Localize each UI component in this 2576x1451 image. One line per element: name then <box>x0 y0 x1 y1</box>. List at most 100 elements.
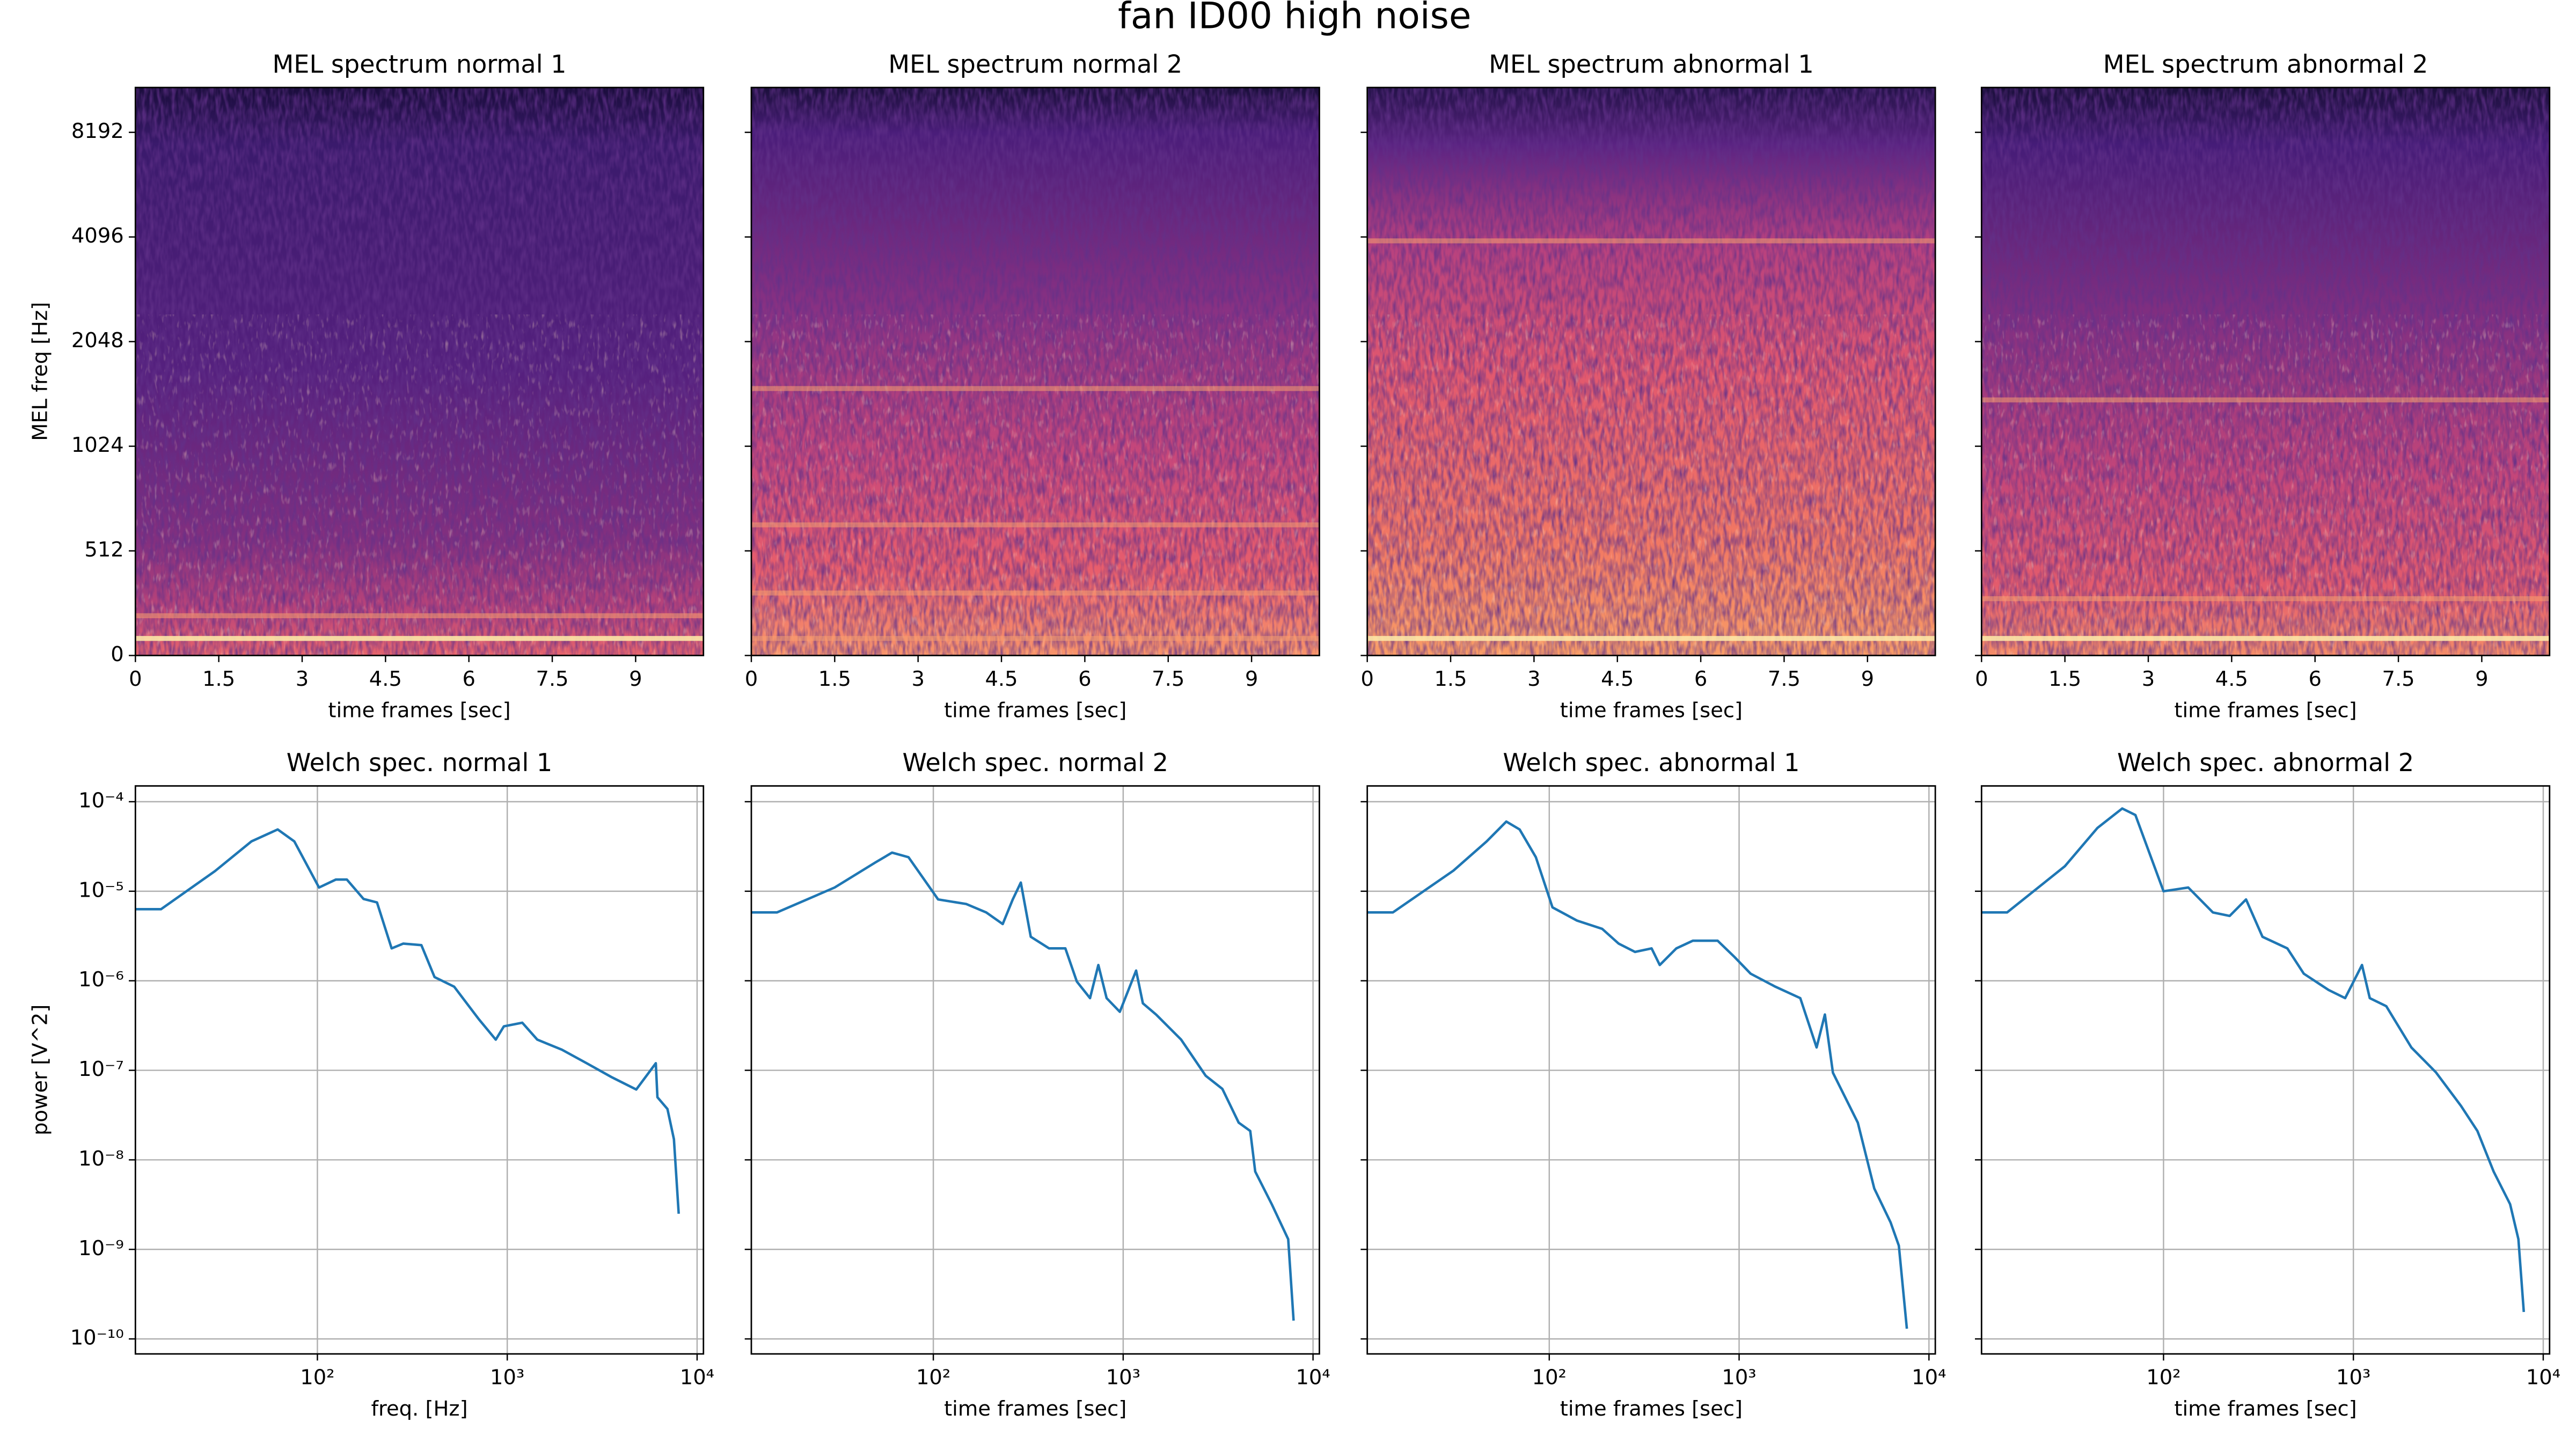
x-tick-label: 3 <box>2142 667 2155 691</box>
power-line <box>751 851 1295 1321</box>
x-axis-label: time frames [sec] <box>944 699 1126 723</box>
x-tick-label: 1.5 <box>1434 667 1467 691</box>
x-tick-label: 9 <box>1861 667 1874 691</box>
x-tick-label: 10² <box>2146 1366 2180 1390</box>
x-tick-label: 10³ <box>1722 1366 1756 1390</box>
x-tick-label: 1.5 <box>202 667 235 691</box>
power-line <box>1981 807 2526 1313</box>
x-axis-label: freq. [Hz] <box>371 1397 467 1421</box>
y-tick-label: 0 <box>111 642 123 666</box>
power-line <box>135 828 680 1214</box>
subplot-title: MEL spectrum normal 1 <box>273 50 567 79</box>
axes-frame <box>750 86 1320 656</box>
x-tick-label: 10² <box>300 1366 334 1390</box>
x-tick-label: 0 <box>745 667 758 691</box>
x-tick-label: 6 <box>2308 667 2321 691</box>
spectrogram-band <box>1367 238 1936 244</box>
subplot: 0 1.5 3 4.5 6 7.5 9 MEL spectrum normal 2 time f… <box>744 50 1320 723</box>
spectrogram-texture <box>1367 87 1936 656</box>
power-line <box>1367 820 1908 1329</box>
subplot-title: MEL spectrum abnormal 2 <box>2103 50 2428 79</box>
x-tick-label: 10³ <box>1106 1366 1140 1390</box>
x-tick-label: 10⁴ <box>1912 1366 1946 1390</box>
axes-frame <box>1366 86 1936 656</box>
x-tick-label: 9 <box>2475 667 2488 691</box>
subplot-title: Welch spec. normal 2 <box>902 748 1168 777</box>
subplot: 10² 10³ 10⁴ Welch spec. abnormal 2 time fram… <box>1975 748 2560 1421</box>
x-tick-label: 10² <box>916 1366 950 1390</box>
x-tick-label: 4.5 <box>1601 667 1634 691</box>
texture-light <box>135 314 704 656</box>
y-tick-label: 10⁻⁵ <box>78 878 124 902</box>
x-tick-label: 0 <box>129 667 142 691</box>
x-tick-label: 10⁴ <box>2526 1366 2560 1390</box>
spectrogram-texture <box>1981 87 2550 656</box>
x-tick-label: 7.5 <box>1768 667 1801 691</box>
spectrogram-band <box>751 386 1320 391</box>
subplot-title: Welch spec. abnormal 2 <box>2117 748 2414 777</box>
y-tick-label: 2048 <box>71 328 124 353</box>
x-tick-label: 4.5 <box>985 667 1018 691</box>
subplot: 10² 10³ 10⁴ Welch spec. normal 2 time frames… <box>744 748 1330 1421</box>
spectrogram-band <box>1981 596 2550 602</box>
y-tick-label: 10⁻¹⁰ <box>70 1326 124 1350</box>
x-tick-label: 9 <box>629 667 642 691</box>
x-tick-label: 6 <box>1078 667 1091 691</box>
y-tick-label: 10⁻⁶ <box>78 968 124 992</box>
subplot-title: Welch spec. abnormal 1 <box>1503 748 1799 777</box>
spectrogram-texture <box>135 87 704 656</box>
x-tick-label: 1.5 <box>2048 667 2081 691</box>
x-tick-label: 9 <box>1245 667 1258 691</box>
x-tick-label: 0 <box>1975 667 1988 691</box>
x-tick-label: 4.5 <box>2215 667 2248 691</box>
subplot: 0 1.5 3 4.5 6 7.5 9 MEL spectrum abnormal 1 time… <box>1360 50 1936 723</box>
subplot: 0 1.5 3 4.5 6 7.5 9 0 512 1024 2048 4096 8192 MEL spe… <box>28 50 705 723</box>
x-tick-label: 10⁴ <box>1296 1366 1330 1390</box>
spectrogram-band <box>1981 636 2550 641</box>
y-tick-label: 8192 <box>71 119 124 143</box>
y-axis-label: MEL freq [Hz] <box>28 302 52 441</box>
subplot: 10² 10³ 10⁴ 10⁻⁴ 10⁻⁵ 10⁻⁶ 10⁻⁷ 10⁻⁸ 10⁻⁹ 10⁻¹⁰ We… <box>28 748 714 1421</box>
x-tick-label: 3 <box>1527 667 1540 691</box>
x-axis-label: time frames [sec] <box>2174 699 2357 723</box>
x-tick-label: 6 <box>462 667 475 691</box>
spectrogram-band <box>751 636 1320 641</box>
y-axis-label: power [V^2] <box>28 1005 52 1135</box>
x-tick-label: 7.5 <box>2382 667 2414 691</box>
y-tick-label: 10⁻⁴ <box>78 788 124 812</box>
x-tick-label: 10² <box>1532 1366 1567 1390</box>
x-tick-label: 3 <box>911 667 924 691</box>
x-tick-label: 4.5 <box>369 667 402 691</box>
x-tick-label: 10³ <box>2336 1366 2370 1390</box>
x-tick-label: 7.5 <box>1152 667 1184 691</box>
x-tick-label: 6 <box>1694 667 1707 691</box>
spectrogram-band <box>135 636 704 641</box>
texture-light <box>1981 314 2550 656</box>
y-tick-label: 512 <box>84 538 123 562</box>
texture-light <box>751 314 1320 656</box>
spectrogram-texture <box>751 87 1320 656</box>
x-axis-label: time frames [sec] <box>2174 1397 2357 1421</box>
y-tick-label: 10⁻⁸ <box>78 1147 124 1171</box>
x-tick-label: 0 <box>1360 667 1373 691</box>
spectrogram-band <box>135 613 704 619</box>
x-tick-label: 1.5 <box>818 667 851 691</box>
x-tick-label: 7.5 <box>536 667 568 691</box>
x-tick-label: 3 <box>296 667 309 691</box>
subplot-title: MEL spectrum abnormal 1 <box>1489 50 1814 79</box>
x-axis-label: time frames [sec] <box>1560 1397 1743 1421</box>
y-tick-label: 10⁻⁷ <box>78 1057 124 1081</box>
y-tick-label: 1024 <box>71 433 124 457</box>
texture-light <box>1367 314 1936 656</box>
subplot-title: Welch spec. normal 1 <box>287 748 553 777</box>
subplot-title: MEL spectrum normal 2 <box>888 50 1182 79</box>
subplot: 10² 10³ 10⁴ Welch spec. abnormal 1 time fram… <box>1360 748 1946 1421</box>
spectrogram-band <box>1981 397 2550 402</box>
x-tick-label: 10⁴ <box>680 1366 714 1390</box>
figure-title: fan ID00 high noise <box>1118 0 1472 36</box>
spectrogram-band <box>1367 636 1936 641</box>
x-axis-label: time frames [sec] <box>944 1397 1126 1421</box>
axes-frame <box>134 86 705 656</box>
